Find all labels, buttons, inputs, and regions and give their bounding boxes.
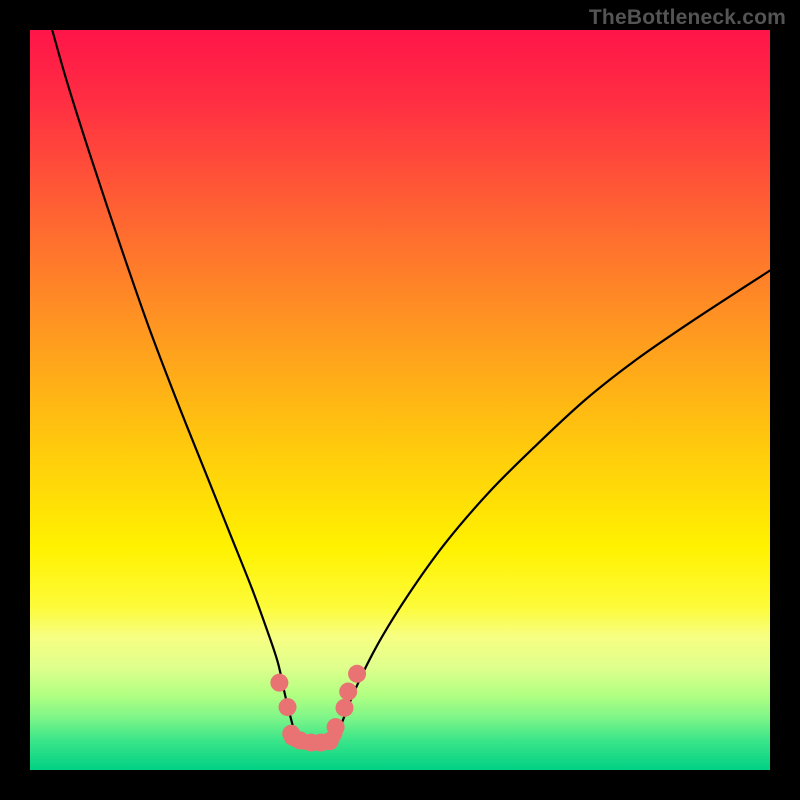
- watermark-text: TheBottleneck.com: [589, 6, 786, 30]
- marker-dot: [339, 683, 357, 701]
- plot-svg: [30, 30, 770, 770]
- chart-frame: TheBottleneck.com: [0, 0, 800, 800]
- marker-dot: [327, 718, 345, 736]
- marker-dot: [348, 665, 366, 683]
- gradient-background: [30, 30, 770, 770]
- marker-dot: [336, 699, 354, 717]
- marker-dot: [270, 674, 288, 692]
- marker-dot: [279, 698, 297, 716]
